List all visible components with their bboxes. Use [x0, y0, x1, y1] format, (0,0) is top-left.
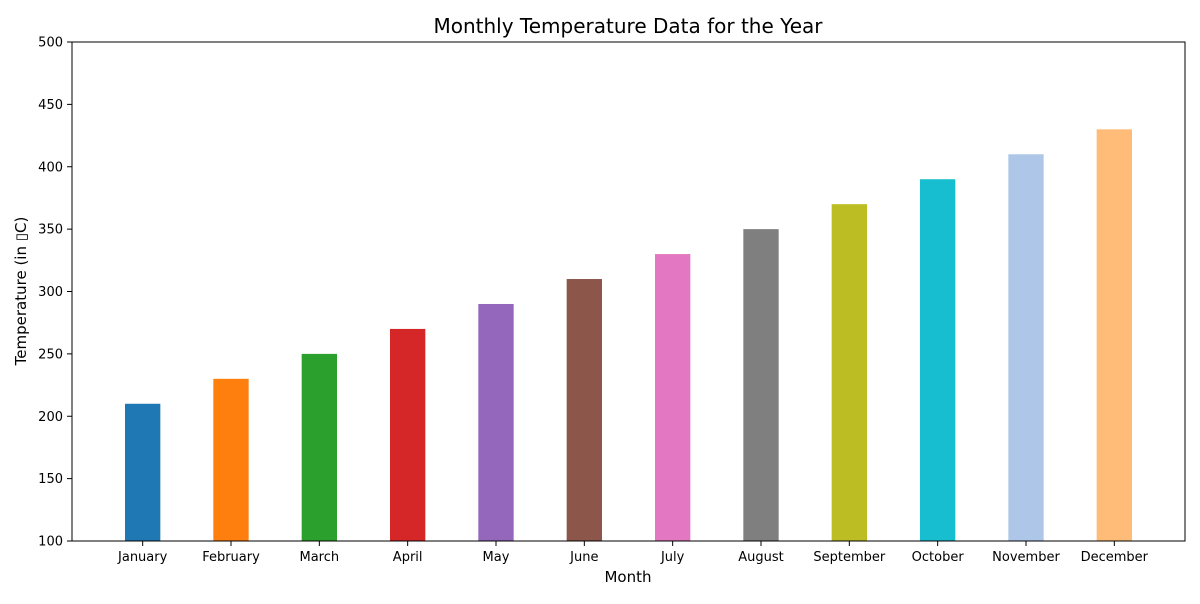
x-tick-label: September: [813, 550, 886, 565]
y-tick-label: 300: [38, 285, 63, 300]
x-axis-label: Month: [604, 568, 651, 586]
y-axis: 100 150 200 250 300 350 400 450 500: [38, 36, 72, 550]
y-tick-label: 250: [38, 347, 63, 362]
x-tick-label: July: [660, 550, 685, 565]
bars-layer: [125, 129, 1132, 542]
bar-november: [1008, 154, 1044, 541]
y-tick-label: 350: [38, 223, 63, 238]
x-tick-label: August: [738, 550, 784, 565]
bar-may: [478, 303, 514, 541]
bar-september: [831, 204, 867, 542]
bar-february: [213, 378, 249, 541]
x-tick-label: April: [393, 550, 423, 565]
x-tick-label: May: [483, 550, 510, 565]
bar-december: [1096, 129, 1132, 541]
bar-august: [743, 229, 779, 542]
y-tick-label: 450: [38, 98, 63, 113]
y-axis-label: Temperature (in ▯C): [12, 217, 30, 367]
x-tick-label: December: [1081, 550, 1149, 565]
bar-april: [390, 328, 426, 541]
y-tick-label: 400: [38, 160, 63, 175]
x-axis: January February March April May June July Augu…: [117, 541, 1149, 565]
x-tick-label: February: [202, 550, 260, 565]
bar-june: [566, 279, 602, 541]
x-tick-label: March: [300, 550, 340, 565]
chart-title: Monthly Temperature Data for the Year: [434, 14, 824, 38]
bar-october: [920, 179, 956, 542]
y-tick-label: 150: [38, 472, 63, 487]
x-tick-label: June: [569, 550, 598, 565]
x-tick-label: November: [992, 550, 1060, 565]
bar-july: [655, 254, 691, 541]
bar-january: [125, 403, 161, 541]
y-tick-label: 200: [38, 410, 63, 425]
x-tick-label: October: [912, 550, 965, 565]
x-tick-label: January: [117, 550, 168, 565]
bar-march: [301, 353, 337, 542]
y-tick-label: 100: [38, 535, 63, 550]
y-tick-label: 500: [38, 36, 63, 51]
